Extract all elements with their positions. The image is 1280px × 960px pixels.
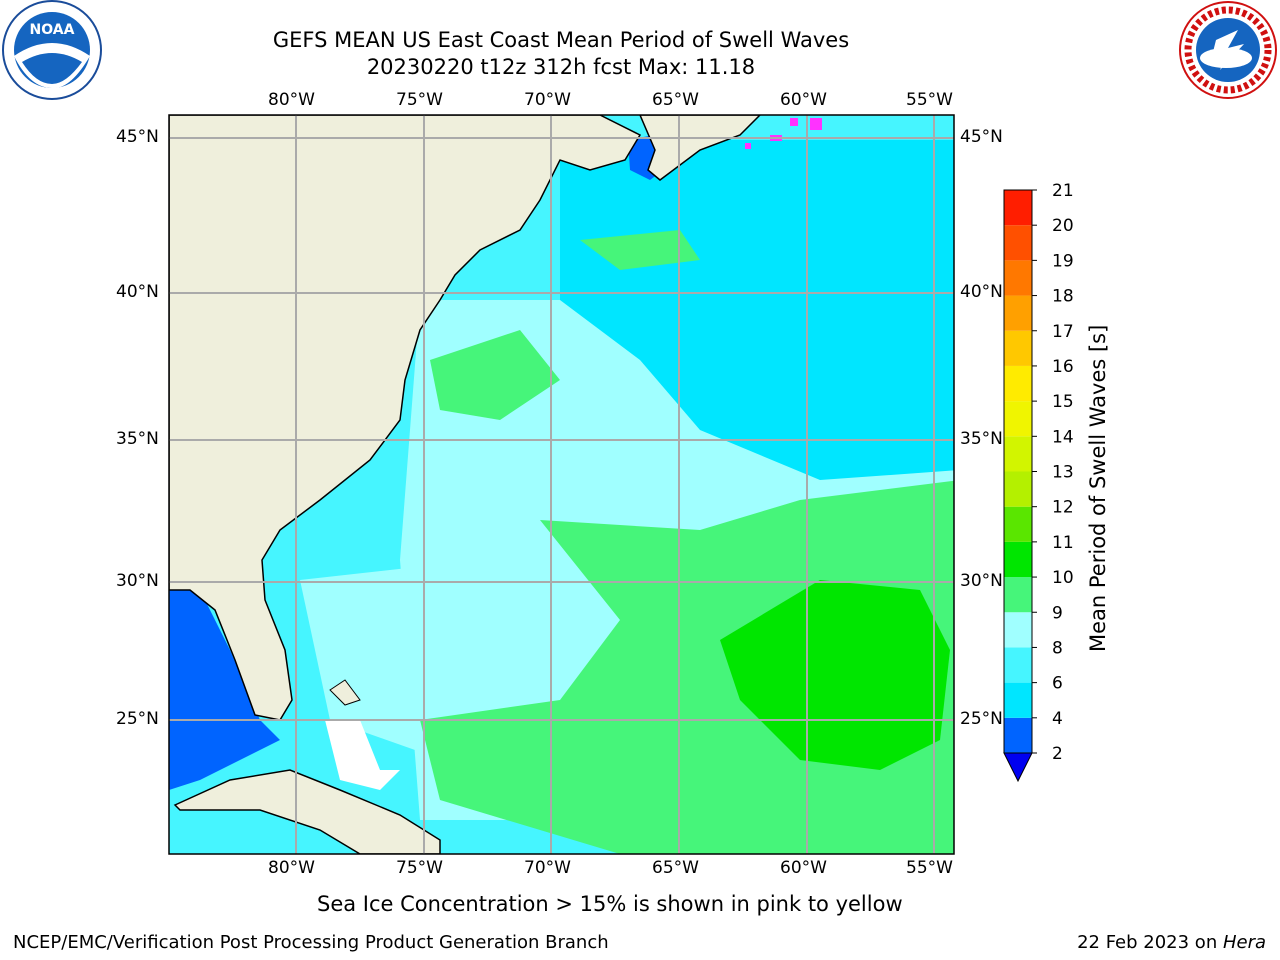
swell-zone-9-10-north xyxy=(580,230,700,270)
colorbar-tick-label: 21 xyxy=(1052,181,1074,201)
colorbar-tick-label: 18 xyxy=(1052,287,1074,307)
sea-ice-patch xyxy=(790,118,798,126)
swell-zone-4-6-north xyxy=(560,140,954,480)
colorbar-segment xyxy=(1004,612,1032,648)
lat-label-right: 40°N xyxy=(960,282,1003,302)
colorbar-segment xyxy=(1004,506,1032,542)
colorbar-tick-label: 2 xyxy=(1052,744,1063,764)
lon-label-top: 60°W xyxy=(780,90,827,110)
lat-label-left: 40°N xyxy=(116,282,159,302)
colorbar-tick-label: 9 xyxy=(1052,603,1063,623)
lon-label-top: 80°W xyxy=(268,90,315,110)
lat-label-left: 45°N xyxy=(116,127,159,147)
colorbar-segment xyxy=(1004,260,1032,296)
lat-label-left: 35°N xyxy=(116,429,159,449)
map-frame xyxy=(168,114,955,855)
lat-label-left: 30°N xyxy=(116,571,159,591)
sea-ice-note: Sea Ice Concentration > 15% is shown in … xyxy=(317,892,903,916)
footer-date-text: 22 Feb 2023 on xyxy=(1077,932,1223,953)
lon-label-top: 75°W xyxy=(396,90,443,110)
colorbar-tick-label: 20 xyxy=(1052,216,1074,236)
colorbar-segment xyxy=(1004,330,1032,366)
colorbar-tick-label: 16 xyxy=(1052,357,1074,377)
chart-subtitle: 20230220 t12z 312h fcst Max: 11.18 xyxy=(366,55,756,79)
colorbar-tick-label: 8 xyxy=(1052,638,1063,658)
noaa-logo: NOAA xyxy=(2,0,102,100)
colorbar-segment xyxy=(1004,717,1032,753)
colorbar-label: Mean Period of Swell Waves [s] xyxy=(1086,324,1110,652)
bahamas-no-data xyxy=(325,720,400,790)
sea-ice-patch xyxy=(745,143,751,149)
colorbar-segment xyxy=(1004,295,1032,331)
gulf-low-period xyxy=(169,590,280,790)
lon-label-bottom: 60°W xyxy=(780,858,827,878)
colorbar-tick-label: 10 xyxy=(1052,568,1074,588)
lat-label-right: 25°N xyxy=(960,709,1003,729)
graticule xyxy=(169,115,954,854)
colorbar-tick-label: 17 xyxy=(1052,322,1074,342)
colorbar-segment xyxy=(1004,577,1032,613)
footer-machine: Hera xyxy=(1222,932,1266,953)
lon-label-bottom: 80°W xyxy=(268,858,315,878)
svg-text:NOAA: NOAA xyxy=(30,22,75,38)
colorbar-segment xyxy=(1004,190,1032,226)
colorbar-segment xyxy=(1004,682,1032,718)
sea-ice-patch xyxy=(810,118,822,130)
lon-label-top: 70°W xyxy=(524,90,571,110)
colorbar-extend-arrow xyxy=(1003,752,1033,783)
lon-label-bottom: 55°W xyxy=(906,858,953,878)
footer-credit: NCEP/EMC/Verification Post Processing Pr… xyxy=(13,932,609,953)
colorbar-tick-label: 14 xyxy=(1052,427,1074,447)
colorbar-segment xyxy=(1004,365,1032,402)
lon-label-bottom: 70°W xyxy=(524,858,571,878)
chart-title: GEFS MEAN US East Coast Mean Period of S… xyxy=(272,28,850,52)
colorbar-segment xyxy=(1004,225,1032,261)
colorbar-segment xyxy=(1004,401,1032,437)
swell-zone-10-11 xyxy=(720,580,950,770)
cuba-land xyxy=(173,769,441,854)
nws-logo xyxy=(1179,1,1277,99)
colorbar-segment xyxy=(1004,471,1032,507)
lat-label-right: 45°N xyxy=(960,127,1003,147)
lat-label-left: 25°N xyxy=(116,709,159,729)
lat-label-right: 30°N xyxy=(960,571,1003,591)
lon-label-top: 65°W xyxy=(652,90,699,110)
lon-label-top: 55°W xyxy=(906,90,953,110)
colorbar-tick-label: 12 xyxy=(1052,498,1074,518)
colorbar-segment xyxy=(1004,436,1032,472)
colorbar-tick-label: 4 xyxy=(1052,709,1063,729)
colorbar-tick-label: 19 xyxy=(1052,251,1074,271)
colorbar-segment xyxy=(1004,647,1032,683)
lon-label-bottom: 65°W xyxy=(652,858,699,878)
bahamas-land xyxy=(329,679,361,706)
colorbar-tick-label: 6 xyxy=(1052,674,1063,694)
colorbar-segment xyxy=(1004,541,1032,578)
footer-date: 22 Feb 2023 on Hera xyxy=(1077,932,1266,953)
swell-zone-9-10-mid xyxy=(430,330,560,420)
colorbar-tick-label: 15 xyxy=(1052,392,1074,412)
lon-label-bottom: 75°W xyxy=(396,858,443,878)
colorbar-tick-label: 11 xyxy=(1052,533,1074,553)
lat-label-right: 35°N xyxy=(960,429,1003,449)
colorbar-tick-label: 13 xyxy=(1052,463,1074,483)
